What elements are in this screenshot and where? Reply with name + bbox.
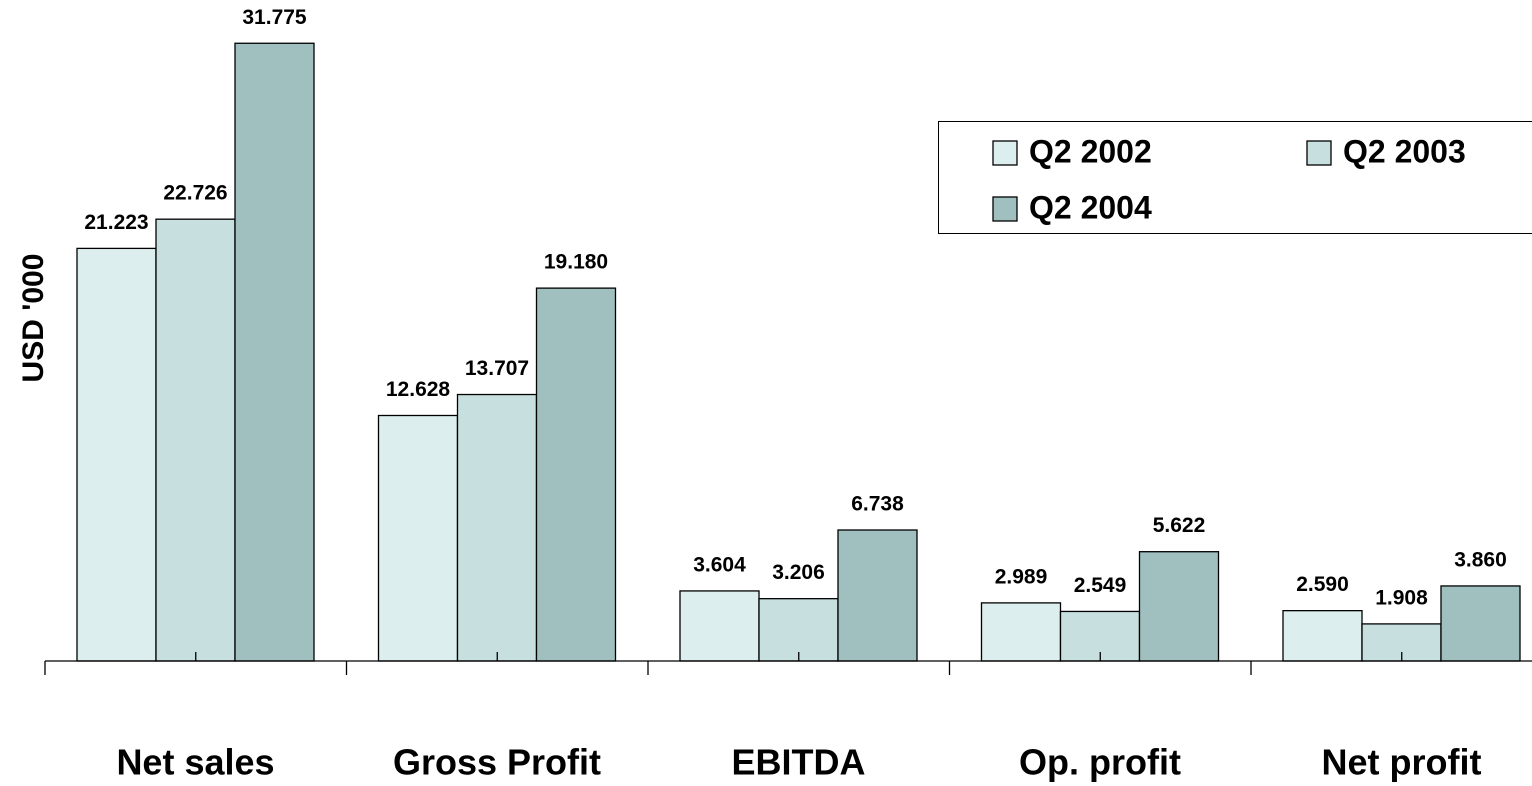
x-tick-label: EBITDA (732, 742, 866, 783)
value-label: 13.707 (465, 357, 529, 380)
bar (76, 247, 157, 662)
x-tick-label: Net profit (1322, 742, 1482, 783)
bar (837, 529, 918, 662)
value-label: 12.628 (386, 378, 451, 401)
legend-box (938, 121, 1532, 234)
bar (234, 42, 315, 662)
bar (456, 393, 538, 662)
bar (377, 414, 459, 662)
value-label: 21.223 (84, 211, 148, 234)
bar (980, 602, 1062, 662)
value-label: 6.738 (851, 493, 904, 516)
value-label: 2.590 (1296, 573, 1349, 596)
value-label: 22.726 (163, 182, 227, 205)
legend-swatch (992, 196, 1018, 222)
value-label: 3.604 (693, 553, 746, 576)
x-tick-label: Net sales (116, 742, 274, 783)
value-label: 31.775 (242, 6, 307, 29)
bar (1282, 609, 1363, 662)
value-label: 2.549 (1074, 574, 1127, 597)
legend-swatch (992, 140, 1018, 166)
value-label: 3.860 (1454, 549, 1507, 572)
value-label: 5.622 (1153, 514, 1206, 537)
y-axis-label: USD '000 (17, 254, 50, 383)
value-label: 2.989 (995, 565, 1048, 588)
bar (535, 287, 617, 662)
x-tick-label: Op. profit (1019, 742, 1181, 783)
bar (1138, 551, 1220, 662)
legend-label: Q2 2004 (1029, 189, 1152, 225)
legend-swatch (1306, 140, 1332, 166)
value-label: 1.908 (1375, 586, 1428, 609)
bar (155, 218, 236, 662)
value-label: 3.206 (772, 561, 825, 584)
legend-label: Q2 2002 (1029, 133, 1152, 169)
legend-label: Q2 2003 (1343, 133, 1466, 169)
x-tick-label: Gross Profit (393, 742, 601, 783)
value-label: 19.180 (544, 251, 608, 274)
bar (1440, 585, 1521, 662)
bar (679, 590, 760, 662)
bar (758, 598, 839, 662)
